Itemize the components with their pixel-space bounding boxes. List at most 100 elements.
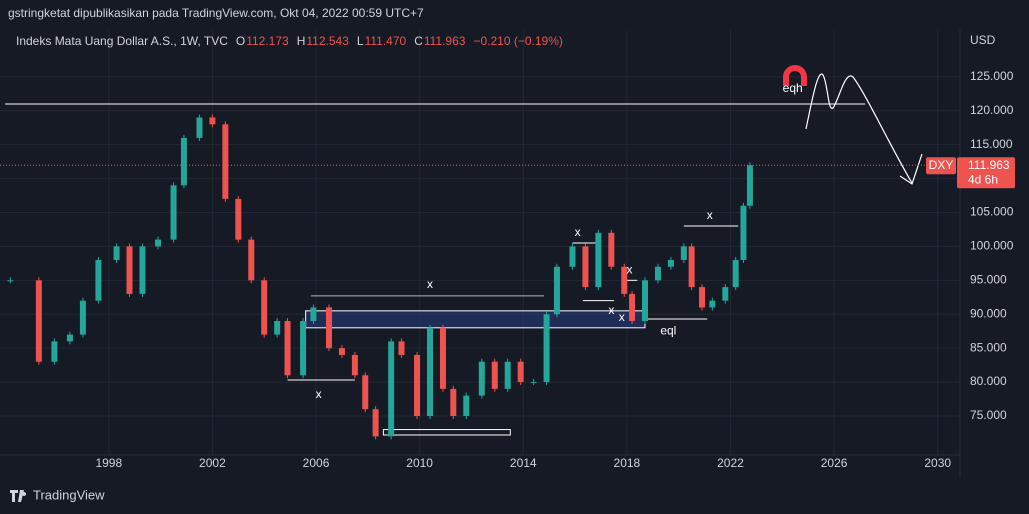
annotation: x (707, 208, 713, 222)
candle-body (504, 361, 511, 389)
annotation: x (608, 303, 614, 317)
candle-body (621, 266, 628, 294)
projection-drawing (805, 73, 923, 185)
grid (0, 30, 960, 455)
countdown-label: 4d 6h (968, 172, 998, 186)
candle-body (300, 321, 307, 376)
candle-body (222, 124, 229, 199)
x-tick-label: 2006 (303, 456, 330, 470)
x-tick-label: 2018 (614, 456, 641, 470)
published-line: gstringketat dipublikasikan pada Trading… (8, 6, 424, 20)
candle-body (530, 382, 537, 384)
annotation: x (316, 387, 322, 401)
candle-body (654, 266, 661, 281)
candle-body (398, 341, 405, 355)
candle-body (235, 198, 242, 240)
candle-body (722, 287, 729, 301)
candle-body (642, 280, 649, 322)
y-tick-label: 75.000 (970, 408, 1007, 422)
annotation: x (575, 225, 581, 239)
candle-body (51, 341, 58, 362)
candle-body (709, 300, 716, 308)
candle-body (414, 354, 421, 416)
candle-body (478, 361, 485, 396)
candle-body (7, 280, 14, 282)
candle-body (740, 205, 747, 260)
candle-body (261, 280, 268, 335)
annotation: x (626, 262, 632, 276)
candle-body (66, 334, 73, 342)
candle-body (427, 327, 434, 416)
candle-body (667, 259, 674, 267)
candle-body (248, 239, 255, 281)
candle-body (450, 388, 457, 416)
candle-body (388, 341, 395, 437)
candle-body (139, 246, 146, 294)
candle-body (680, 246, 687, 260)
candle-body (688, 246, 695, 288)
candle-body (35, 280, 42, 362)
ohlc-value: 112.173 (246, 34, 289, 48)
x-tick-label: 2010 (406, 456, 433, 470)
magnet-icon (783, 65, 807, 86)
ohlc-value: 112.543 (306, 34, 349, 48)
x-tick-label: 2022 (717, 456, 744, 470)
y-tick-label: 105.000 (970, 205, 1014, 219)
x-tick-label: 2002 (199, 456, 226, 470)
candle-body (170, 185, 177, 240)
candle-body (284, 321, 291, 376)
candle-body (209, 117, 216, 125)
x-tick-label: 2014 (510, 456, 537, 470)
candle-body (351, 354, 358, 376)
candle-body (372, 409, 379, 437)
candle-body (582, 246, 589, 288)
candle-body (155, 239, 162, 247)
candle-body (274, 321, 281, 335)
y-tick-label: 120.000 (970, 103, 1014, 117)
zone (305, 310, 646, 329)
annotation: eql (660, 323, 676, 337)
candle-body (732, 259, 739, 288)
candle-body (491, 361, 498, 389)
legend-title: Indeks Mata Uang Dollar A.S., 1W, TVC (16, 34, 228, 48)
candle-body (196, 117, 203, 138)
candle-body (569, 246, 576, 267)
ohlc-key: O (236, 34, 245, 48)
candle-body (517, 361, 524, 383)
candle-body (553, 266, 560, 315)
x-tick-label: 2026 (821, 456, 848, 470)
candle-body (595, 232, 602, 288)
candle-body (325, 307, 332, 349)
candle-body (95, 259, 102, 301)
candle-body (463, 395, 470, 416)
candle-body (126, 246, 133, 294)
zone (382, 429, 511, 436)
y-tick-label: 95.000 (970, 272, 1007, 286)
y-tick-label: 85.000 (970, 340, 1007, 354)
ohlc-value: 111.963 (424, 34, 466, 48)
price-label: 111.963 (968, 158, 1010, 172)
candle-body (113, 246, 120, 260)
x-tick-label: 2030 (924, 456, 951, 470)
ohlc-key: H (297, 34, 306, 48)
ohlc-key: L (357, 34, 364, 48)
change: −0.210 (−0.19%) (473, 34, 562, 48)
price-tag (957, 157, 1015, 189)
x-tick-label: 1998 (95, 456, 122, 470)
candle-body (338, 348, 345, 355)
candle-body (79, 300, 86, 335)
y-tick-label: 115.000 (970, 137, 1013, 151)
candle-body (310, 307, 317, 322)
annotation: x (619, 310, 625, 324)
y-tick-label: 100.000 (970, 239, 1014, 253)
candle-body (180, 137, 187, 186)
y-tick-label: 125.000 (970, 69, 1014, 83)
annotation: x (427, 277, 433, 291)
ohlc-value: 111.470 (365, 34, 407, 48)
brand: TradingView (10, 487, 105, 502)
candle-body (698, 287, 705, 308)
candle-body (629, 293, 636, 322)
